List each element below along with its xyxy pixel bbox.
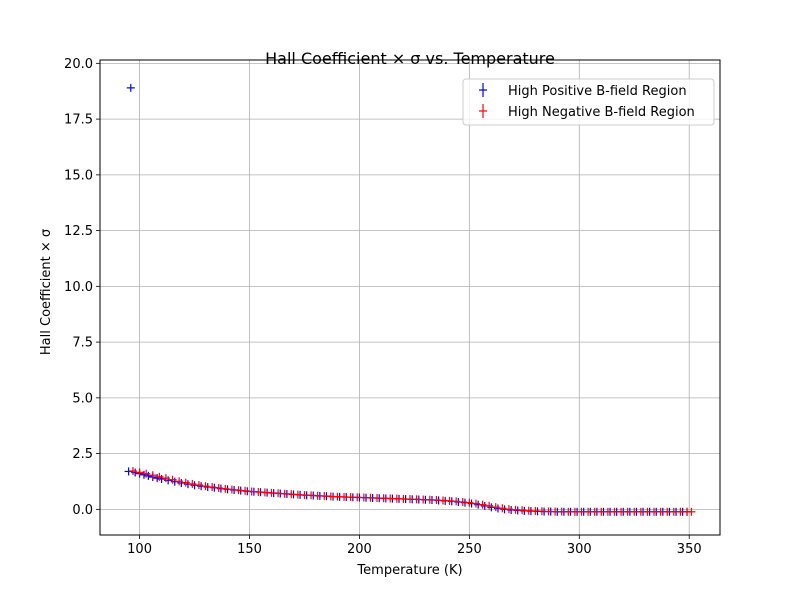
x-tick-label: 100 [127,542,152,557]
data-point-negative [504,505,513,514]
data-point-negative [485,501,494,510]
data-point-negative [168,475,177,484]
y-tick-label: 10.0 [64,280,93,295]
data-point-negative [161,474,170,483]
data-point-negative [452,497,461,506]
data-point-negative [194,481,203,490]
y-tick-label: 17.5 [64,113,93,128]
data-point-negative [234,486,243,495]
data-point-negative [128,466,137,475]
data-point-negative [458,497,467,506]
y-tick-label: 12.5 [64,224,93,239]
data-point-negative [148,471,157,480]
legend-marker-negative [479,104,487,118]
x-axis-label: Temperature (K) [356,563,462,578]
data-point-negative [188,479,197,488]
data-point-negative [478,500,487,509]
data-point-negative [135,468,144,477]
data-point-negative [208,483,217,492]
plot-area-frame [99,59,721,536]
y-tick-label: 0.0 [72,503,93,518]
data-point-negative [465,498,474,507]
y-axis-ticks: 0.0 2.5 5.0 7.5 10.0 12.5 15.0 17.5 20.0 [64,57,100,518]
data-point-negative [155,472,164,481]
data-point-negative [181,478,190,487]
x-tick-label: 200 [347,542,372,557]
y-axis-label: Hall Coefficient × σ [39,229,54,355]
legend-box [462,78,715,126]
data-point-negative [175,477,184,486]
data-point-negative [687,507,696,516]
data-point-positive [126,83,135,92]
x-axis-ticks: 100 150 200 250 300 350 [127,535,702,557]
legend: High Positive B-field Region High Negati… [462,78,715,126]
data-point-negative [241,486,250,495]
legend-label-positive: High Positive B-field Region [508,84,687,99]
data-point-negative [491,503,500,512]
legend-marker-positive [479,83,487,97]
x-tick-label: 350 [677,542,702,557]
data-point-negative [227,485,236,494]
legend-label-negative: High Negative B-field Region [508,105,695,120]
y-tick-label: 15.0 [64,168,93,183]
data-point-negative [471,499,480,508]
data-point-negative [498,504,507,513]
x-tick-label: 300 [567,542,592,557]
grid-lines [100,60,720,535]
y-tick-label: 7.5 [72,336,93,351]
y-tick-label: 2.5 [72,447,93,462]
data-point-negative [214,483,223,492]
y-tick-label: 5.0 [72,391,93,406]
data-point-negative [201,482,210,491]
series-negative [128,466,696,516]
x-tick-label: 150 [237,542,262,557]
data-point-negative [142,469,151,478]
data-point-negative [221,484,230,493]
data-points [124,83,696,516]
chart-title: Hall Coefficient × σ vs. Temperature [265,49,555,68]
x-tick-label: 250 [457,542,482,557]
y-tick-label: 20.0 [64,57,93,72]
